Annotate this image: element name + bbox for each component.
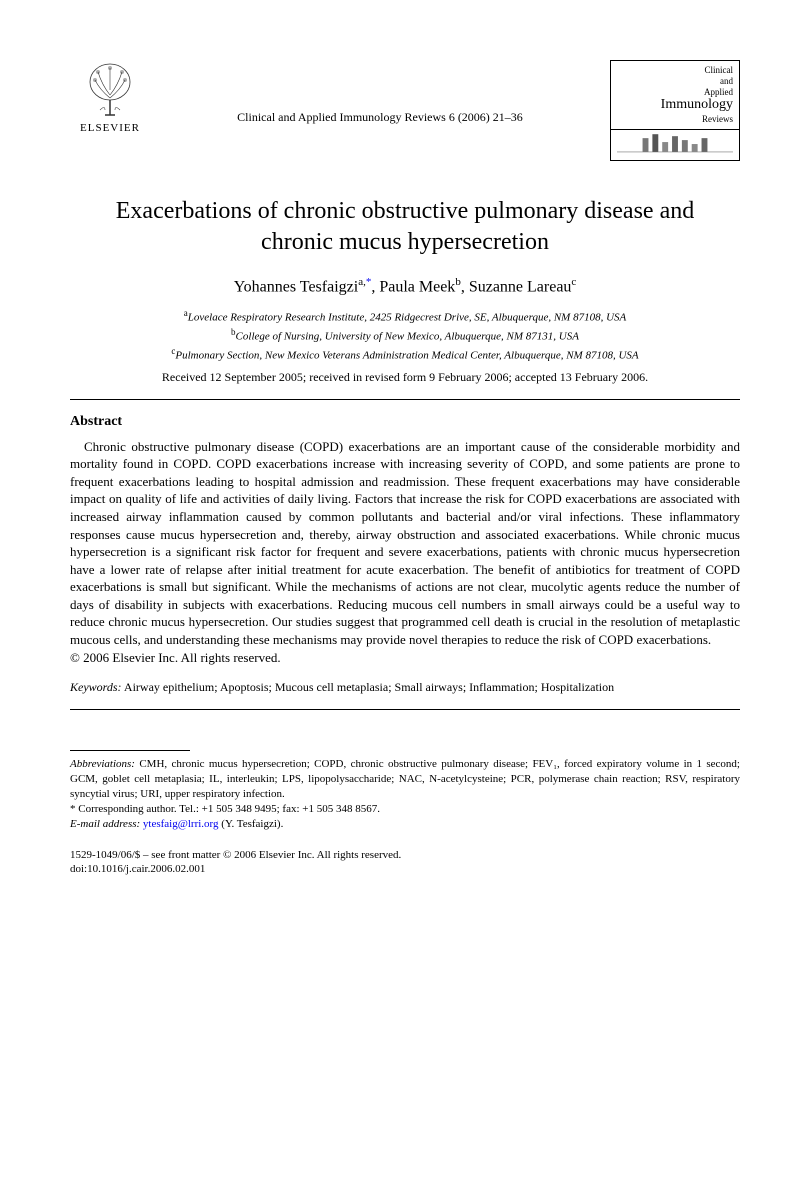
abbreviations-footnote: Abbreviations: CMH, chronic mucus hypers… xyxy=(70,757,740,802)
corr-fax: +1 505 348 8567. xyxy=(302,803,380,815)
journal-logo-line: Applied xyxy=(617,87,733,98)
keywords-text: Airway epithelium; Apoptosis; Mucous cel… xyxy=(122,680,615,694)
email-footnote: E-mail address: ytesfaig@lrri.org (Y. Te… xyxy=(70,817,740,832)
abbrev-text: CMH, chronic mucus hypersecretion; COPD,… xyxy=(70,758,740,800)
affiliation-text: Lovelace Respiratory Research Institute,… xyxy=(188,311,627,323)
abstract-heading: Abstract xyxy=(70,414,740,430)
page-header: ELSEVIER Clinical and Applied Immunology… xyxy=(70,60,740,161)
author-name: , Paula Meek xyxy=(371,279,455,296)
divider xyxy=(70,709,740,710)
authors: Yohannes Tesfaigzia,*, Paula Meekb, Suza… xyxy=(70,276,740,296)
doi-line: doi:10.1016/j.cair.2006.02.001 xyxy=(70,862,740,876)
abbrev-label: Abbreviations: xyxy=(70,758,135,770)
journal-logo-line: Clinical xyxy=(617,65,733,76)
divider xyxy=(70,399,740,400)
affiliation-text: Pulmonary Section, New Mexico Veterans A… xyxy=(175,349,638,361)
footnote-divider xyxy=(70,750,190,751)
email-who: (Y. Tesfaigzi). xyxy=(219,818,284,830)
journal-logo-subtitle: Reviews xyxy=(617,114,733,125)
article-title: Exacerbations of chronic obstructive pul… xyxy=(90,196,720,258)
author-affil-sup: a, xyxy=(358,276,366,288)
corr-label: * Corresponding author. Tel.: xyxy=(70,803,202,815)
journal-logo-title: Immunology xyxy=(617,97,733,114)
publisher-logo: ELSEVIER xyxy=(70,60,150,134)
issn-line: 1529-1049/06/$ – see front matter © 2006… xyxy=(70,848,740,862)
article-dates: Received 12 September 2005; received in … xyxy=(70,370,740,385)
publisher-name: ELSEVIER xyxy=(80,122,140,134)
journal-reference: Clinical and Applied Immunology Reviews … xyxy=(150,60,610,125)
corr-tel: +1 505 348 9495 xyxy=(202,803,277,815)
author-name: Yohannes Tesfaigzi xyxy=(234,279,359,296)
keywords: Keywords: Airway epithelium; Apoptosis; … xyxy=(70,680,740,695)
footnotes: Abbreviations: CMH, chronic mucus hypers… xyxy=(70,757,740,831)
author-affil-sup: c xyxy=(571,276,576,288)
corr-fax-label: ; fax: xyxy=(277,803,303,815)
affiliation-text: College of Nursing, University of New Me… xyxy=(236,330,579,342)
journal-logo-bars-icon xyxy=(611,130,739,160)
author-name: , Suzanne Lareau xyxy=(461,279,572,296)
affiliations: aLovelace Respiratory Research Institute… xyxy=(70,307,740,364)
page-footer: 1529-1049/06/$ – see front matter © 2006… xyxy=(70,848,740,877)
email-link[interactable]: ytesfaig@lrri.org xyxy=(143,818,219,830)
corresponding-footnote: * Corresponding author. Tel.: +1 505 348… xyxy=(70,802,740,817)
abstract-body: Chronic obstructive pulmonary disease (C… xyxy=(70,438,740,649)
keywords-label: Keywords: xyxy=(70,680,122,694)
abstract-copyright: © 2006 Elsevier Inc. All rights reserved… xyxy=(70,650,740,666)
email-label: E-mail address: xyxy=(70,818,140,830)
journal-logo-line: and xyxy=(617,76,733,87)
journal-logo: Clinical and Applied Immunology Reviews xyxy=(610,60,740,161)
elsevier-tree-icon xyxy=(80,60,140,120)
